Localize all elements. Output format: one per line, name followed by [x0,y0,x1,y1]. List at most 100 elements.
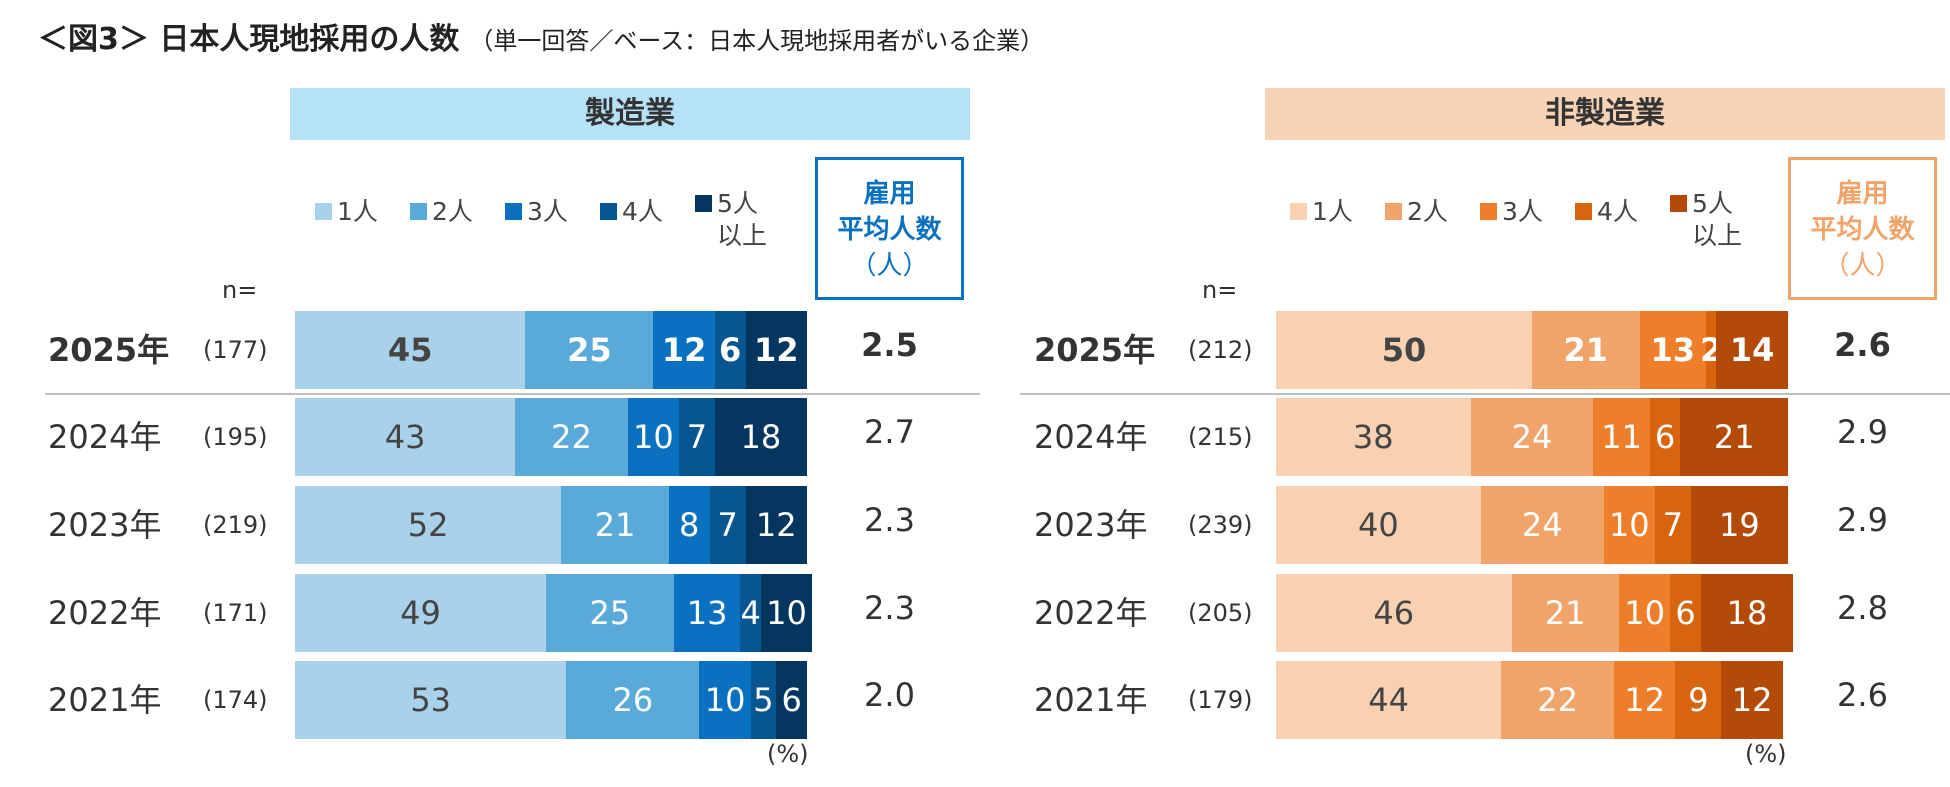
bar-segment: 14 [1716,311,1788,389]
average-value: 2.3 [864,501,915,539]
year-label: 2022年 [1034,594,1148,632]
data-label: 7 [717,506,738,544]
bar-segment: 49 [295,574,546,652]
data-label: 49 [400,594,441,632]
legend-label: 3人 [1502,197,1543,226]
data-label: 26 [612,681,654,719]
legend-item-4: 4人 [1575,192,1638,228]
legend-label-line2: 以上 [717,221,768,250]
bar-segment: 22 [1501,661,1614,739]
bar-segment: 5 [750,661,777,739]
legend-item-2: 2人 [410,192,473,228]
bar-segment: 4 [740,574,761,652]
bar-segment: 6 [1670,574,1701,652]
legend-item-5: 5人以上 [695,188,767,252]
bar-segment: 7 [1654,486,1691,564]
average-header-line1: 雇用 [863,179,916,209]
legend-label: 1人 [1312,197,1353,226]
average-header-unit: （人） [850,251,929,281]
data-label: 9 [1688,681,1709,719]
average-header: 雇用 平均人数 （人） [1788,157,1937,300]
legend-swatch [1385,202,1402,220]
data-label: 12 [1731,681,1773,719]
average-value: 2.6 [1837,676,1888,714]
panel-title: 非製造業 [1265,88,1945,140]
chart-title: ＜図3＞ 日本人現地採用の人数 （単一回答／ベース：日本人現地採用者がいる企業） [38,14,1044,58]
average-value: 2.6 [1834,326,1891,364]
bar-segment: 44 [1276,661,1502,739]
bar-segment: 21 [1532,311,1640,389]
data-label: 25 [567,331,612,369]
legend: 1人 2人 3人 4人 5人 以上 [1265,189,1785,262]
bar-segment: 12 [745,486,807,564]
legend-item-1: 1人 [315,192,378,228]
legend-label-line1: 5人 [1692,189,1733,218]
data-label: 22 [1537,681,1578,719]
average-value: 2.9 [1837,413,1888,451]
data-label: 25 [589,594,631,632]
data-label: 10 [1624,594,1665,632]
average-header-unit: （人） [1823,251,1902,281]
data-label: 38 [1352,418,1394,456]
bar-segment: 12 [653,311,715,389]
bar-segment: 50 [1276,311,1532,389]
bar-segment: 52 [295,486,562,564]
data-label: 12 [755,506,797,544]
bar-segment: 10 [627,398,679,476]
data-label: 45 [387,331,433,369]
year-label: 2024年 [1034,418,1148,456]
bar-segment: 21 [1511,574,1620,652]
legend-item-4: 4人 [600,192,663,228]
legend-label-line1: 5人 [717,189,758,218]
stacked-bar: 49 25 13 4 10 [295,574,813,652]
average-value: 2.0 [864,676,915,714]
data-label: 24 [1511,418,1553,456]
data-label: 40 [1358,506,1399,544]
sample-size: (195) [203,423,268,451]
bar-segment: 13 [1639,311,1707,389]
bar-segment: 8 [668,486,710,564]
year-label: 2021年 [48,681,162,719]
legend-item-3: 3人 [505,192,568,228]
data-label: 46 [1373,594,1415,632]
legend-item-2: 2人 [1385,192,1448,228]
data-label: 6 [1654,418,1676,456]
chart-title-sub: （単一回答／ベース：日本人現地採用者がいる企業） [469,27,1045,55]
year-label: 2025年 [48,331,170,369]
bar-segment: 19 [1690,486,1788,564]
legend-label: 4人 [622,197,663,226]
year-label: 2023年 [1034,506,1148,544]
n-label: n= [1202,276,1238,304]
data-label: 12 [1624,681,1665,719]
bar-segment: 10 [760,574,813,652]
legend: 1人 2人 3人 4人 5人以上 [290,189,810,262]
bar-segment: 6 [1649,398,1681,476]
stacked-bar: 45 25 12 6 12 [295,311,807,389]
data-label: 21 [594,506,636,544]
stacked-bar: 40 24 10 7 19 [1276,486,1788,564]
bar-segment: 10 [1603,486,1655,564]
bar-segment: 46 [1276,574,1512,652]
data-label: 6 [781,681,802,719]
year-label: 2023年 [48,506,162,544]
sample-size: (179) [1188,686,1253,714]
data-label: 4 [740,594,761,632]
legend-label: 3人 [527,197,568,226]
average-value: 2.7 [864,413,915,451]
sample-size: (219) [203,511,268,539]
legend-item-5: 5人 以上 [1670,188,1742,252]
stacked-bar: 53 26 10 5 6 [295,661,807,739]
bar-segment: 45 [295,311,526,389]
legend-swatch [505,202,522,220]
bar-segment: 24 [1480,486,1604,564]
data-label: 11 [1601,418,1642,456]
bar-segment: 7 [679,398,715,476]
legend-label: 1人 [337,197,378,226]
legend-swatch [1670,194,1687,212]
bar-segment: 25 [545,574,674,652]
data-label: 24 [1521,506,1563,544]
sample-size: (174) [203,686,268,714]
bar-segment: 18 [1700,574,1794,652]
bar-segment: 11 [1593,398,1650,476]
sample-size: (171) [203,599,268,627]
